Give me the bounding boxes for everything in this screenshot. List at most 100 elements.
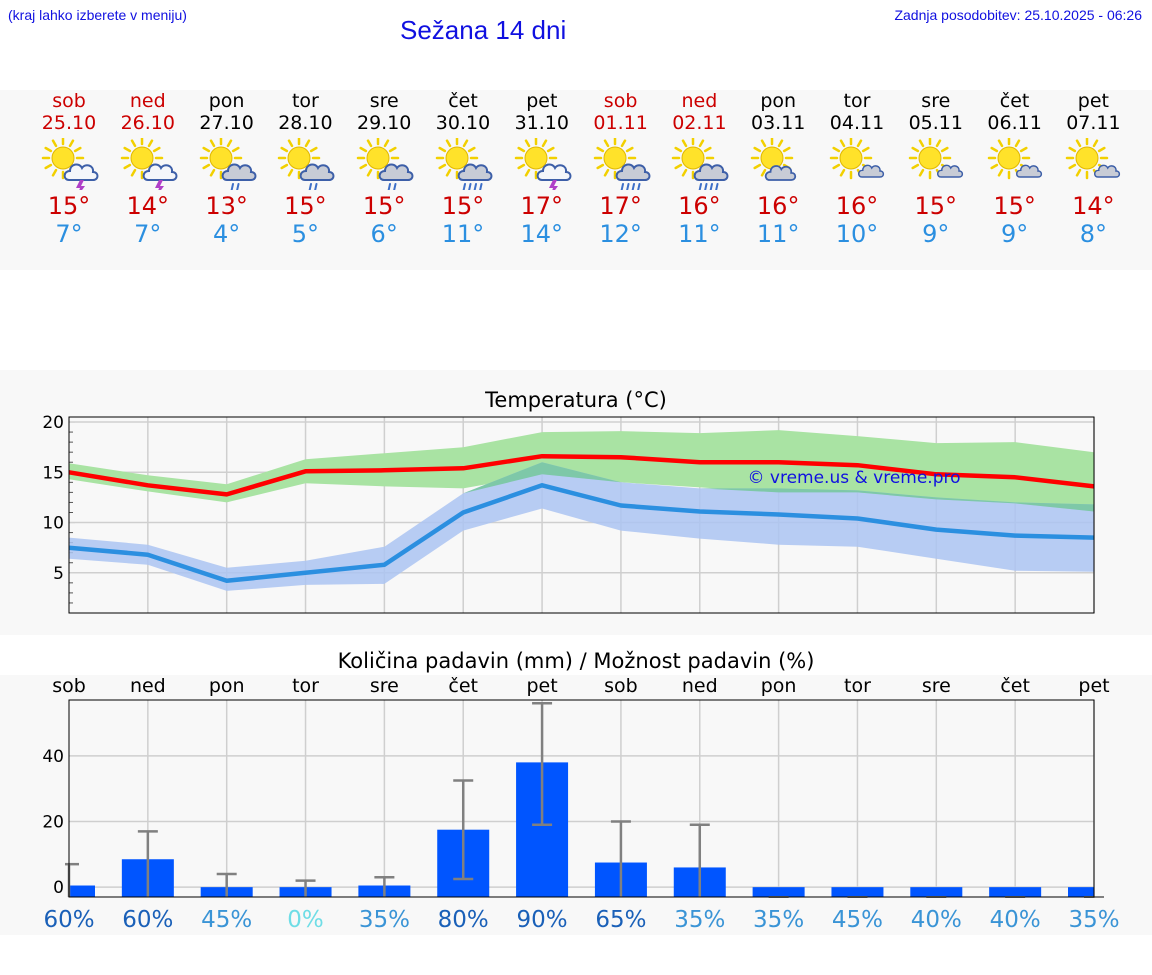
day-name: tor (843, 90, 871, 112)
day-column: pon 03.11 16° 11° (738, 90, 818, 248)
plot-frame (68, 699, 1095, 898)
x-category-label: sre (922, 675, 951, 697)
day-column: sre 05.11 15° 9° (896, 90, 976, 248)
sun-cloud-icon (750, 138, 797, 181)
page-title: Sežana 14 dni (400, 15, 567, 45)
sun-small-cloud-icon (829, 138, 885, 180)
max-temperature: 15° (47, 192, 91, 220)
min-temperature: 9° (922, 220, 950, 248)
day-name: pon (208, 90, 245, 112)
sun-cloud-rain-icon (278, 138, 335, 190)
day-column: čet 06.11 15° 9° (975, 90, 1055, 248)
min-temperature: 11° (756, 220, 800, 248)
x-category-label: sob (604, 675, 638, 697)
precipitation-bar (831, 887, 884, 898)
y-tick-label: 10 (42, 514, 64, 534)
y-tick-label: 20 (42, 413, 64, 433)
day-name: sre (369, 90, 399, 112)
min-temperature: 11° (678, 220, 721, 248)
precipitation-probability: 45% (201, 907, 252, 933)
temperature-chart: 5 10 15 20 © vreme.us & vreme.pro (42, 413, 1095, 614)
last-updated: Zadnja posodobitev: 25.10.2025 - 06:26 (894, 7, 1142, 23)
watermark: © vreme.us & vreme.pro (747, 468, 960, 488)
day-name: pet (1077, 90, 1109, 112)
min-temperature: 14° (520, 220, 564, 248)
sun-cloud-thunder-icon (41, 138, 99, 190)
day-date: 28.10 (278, 112, 333, 134)
x-category-label: čet (1000, 675, 1030, 697)
day-name: čet (999, 90, 1030, 112)
day-date: 04.11 (829, 112, 885, 134)
max-temperature: 15° (914, 192, 958, 220)
day-date: 30.10 (435, 112, 491, 134)
precipitation-probability: 35% (753, 907, 804, 933)
precipitation-probability: 0% (287, 907, 324, 933)
sun-small-cloud-icon (1066, 138, 1121, 180)
x-category-label: pet (526, 675, 557, 697)
min-temperature: 7° (134, 220, 162, 248)
x-category-label: sob (52, 675, 86, 697)
day-date: 25.10 (41, 112, 97, 134)
precipitation-panel: sob ned pon tor sre čet pet sob ned pon tor sre čet p… (0, 675, 1152, 935)
min-temperature: 4° (212, 220, 241, 248)
precipitation-probability: 80% (438, 907, 489, 933)
day-name: ned (129, 90, 166, 112)
min-temperature-line (68, 483, 1095, 584)
precipitation-chart: sob ned pon tor sre čet pet sob ned pon tor sre čet p… (42, 675, 1119, 933)
y-tick-label: 15 (42, 463, 64, 483)
day-date: 07.11 (1066, 112, 1121, 134)
precipitation-bar (910, 887, 963, 898)
day-column: pet 31.10 17° 14° (502, 90, 582, 248)
day-column: pon 27.10 13° 4° (187, 90, 267, 248)
day-date: 06.11 (987, 112, 1042, 134)
max-temperature: 16° (678, 192, 721, 220)
precipitation-bar (1068, 887, 1094, 898)
min-temperature: 11° (441, 220, 485, 248)
sun-cloud-rain-icon (356, 138, 414, 190)
x-category-label: pon (209, 675, 245, 697)
day-column: sob 25.10 15° 7° (29, 90, 109, 248)
sun-cloud-rain-icon (199, 138, 257, 190)
day-column: sob 01.11 17° 12° (581, 90, 661, 248)
min-temperature: 12° (599, 220, 642, 248)
x-category-label: ned (682, 675, 718, 697)
max-temperature: 14° (126, 192, 170, 220)
precipitation-probability: 60% (43, 907, 94, 933)
day-column: ned 26.10 14° 7° (108, 90, 188, 248)
day-date: 05.11 (908, 112, 963, 134)
max-temperature-line (68, 453, 1095, 497)
y-tick-label: 20 (42, 812, 64, 832)
precipitation-probability: 40% (990, 907, 1041, 933)
day-name: pon (760, 90, 797, 112)
x-category-label: sre (370, 675, 399, 697)
day-column: čet 30.10 15° 11° (423, 90, 503, 248)
max-temperature: 17° (599, 192, 642, 220)
sun-cloud-thunder-icon (120, 138, 178, 190)
day-name: ned (681, 90, 718, 112)
min-temperature: 9° (1000, 220, 1029, 248)
max-temperature: 17° (520, 192, 564, 220)
precipitation-bar (69, 885, 95, 898)
day-name: tor (291, 90, 319, 112)
precipitation-bar (989, 887, 1042, 898)
sun-cloud-thunder-icon (514, 138, 572, 190)
max-temperature: 15° (441, 192, 485, 220)
max-temperature: 15° (284, 192, 327, 220)
day-date: 27.10 (199, 112, 254, 134)
day-date: 02.11 (672, 112, 727, 134)
precipitation-probability: 35% (359, 907, 410, 933)
precipitation-probability: 60% (122, 907, 173, 933)
day-date: 26.10 (120, 112, 175, 134)
max-temperature: 16° (756, 192, 800, 220)
max-temperature: 15° (362, 192, 406, 220)
y-tick-label: 0 (53, 878, 64, 898)
y-tick-label: 5 (53, 564, 64, 584)
y-tick-label: 40 (42, 747, 64, 767)
precipitation-probability: 35% (1068, 907, 1119, 933)
max-temperature: 13° (205, 192, 248, 220)
min-temperature-band (69, 462, 1094, 591)
day-name: sob (603, 90, 638, 112)
sun-small-cloud-icon (987, 138, 1042, 180)
day-column: tor 28.10 15° 5° (265, 90, 345, 248)
day-column: ned 02.11 16° 11° (659, 90, 739, 248)
